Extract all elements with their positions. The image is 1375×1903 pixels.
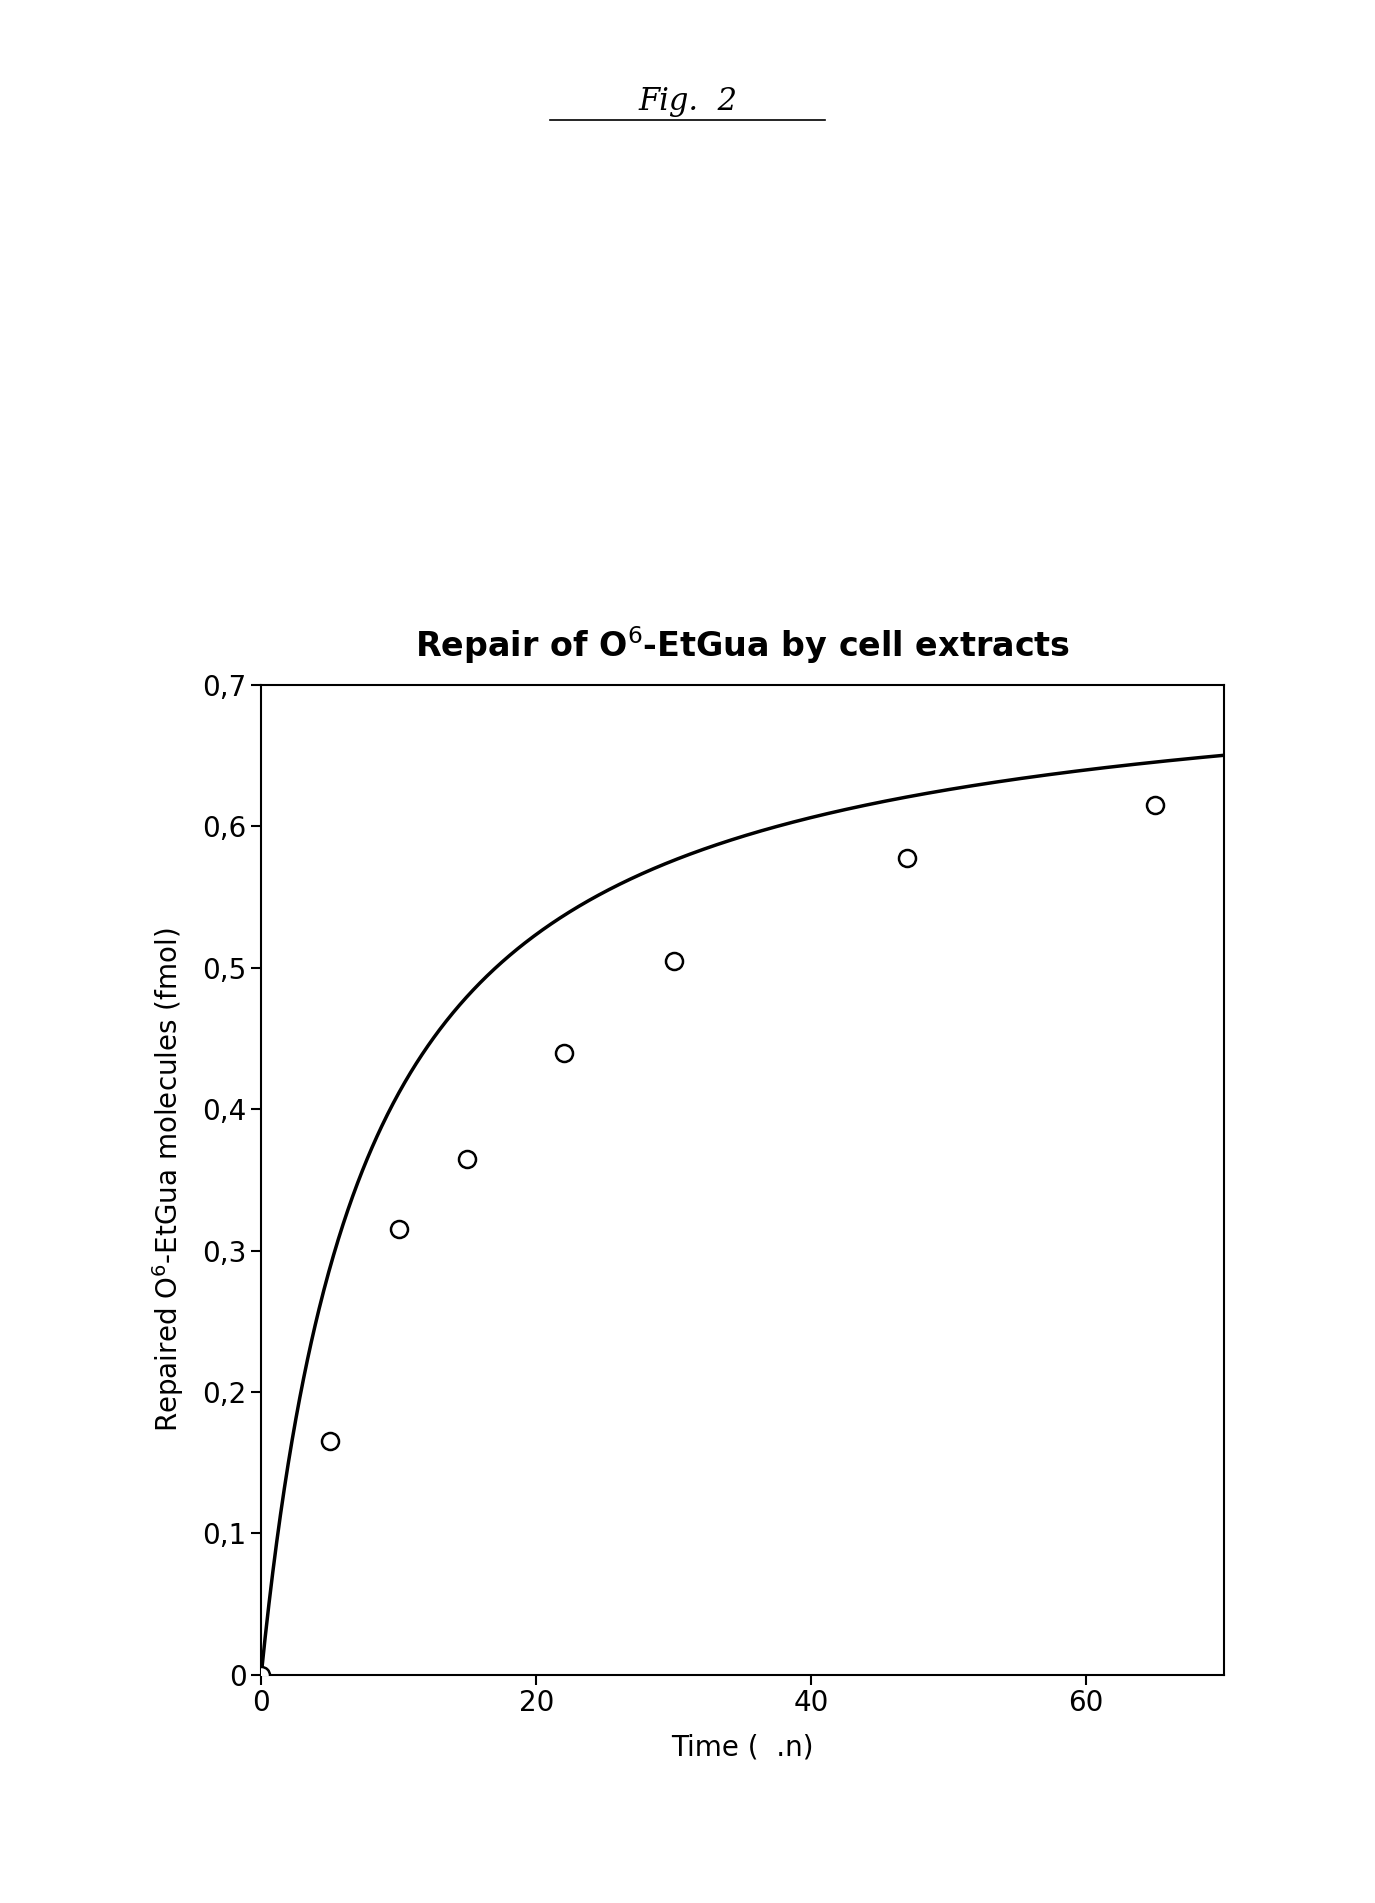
Point [388,1214,410,1245]
Y-axis label: Repaired O$^6$-EtGua molecules (fmol): Repaired O$^6$-EtGua molecules (fmol) [150,927,186,1433]
Point [250,1659,272,1690]
Point [456,1144,478,1174]
Point [896,843,918,873]
Point [1144,790,1166,820]
Point [553,1037,575,1068]
Title: Repair of O$^6$-EtGua by cell extracts: Repair of O$^6$-EtGua by cell extracts [415,624,1070,666]
Point [663,946,685,976]
X-axis label: Time (  .n): Time ( .n) [671,1734,814,1762]
Point [319,1425,341,1456]
Text: Fig.  2: Fig. 2 [638,86,737,116]
